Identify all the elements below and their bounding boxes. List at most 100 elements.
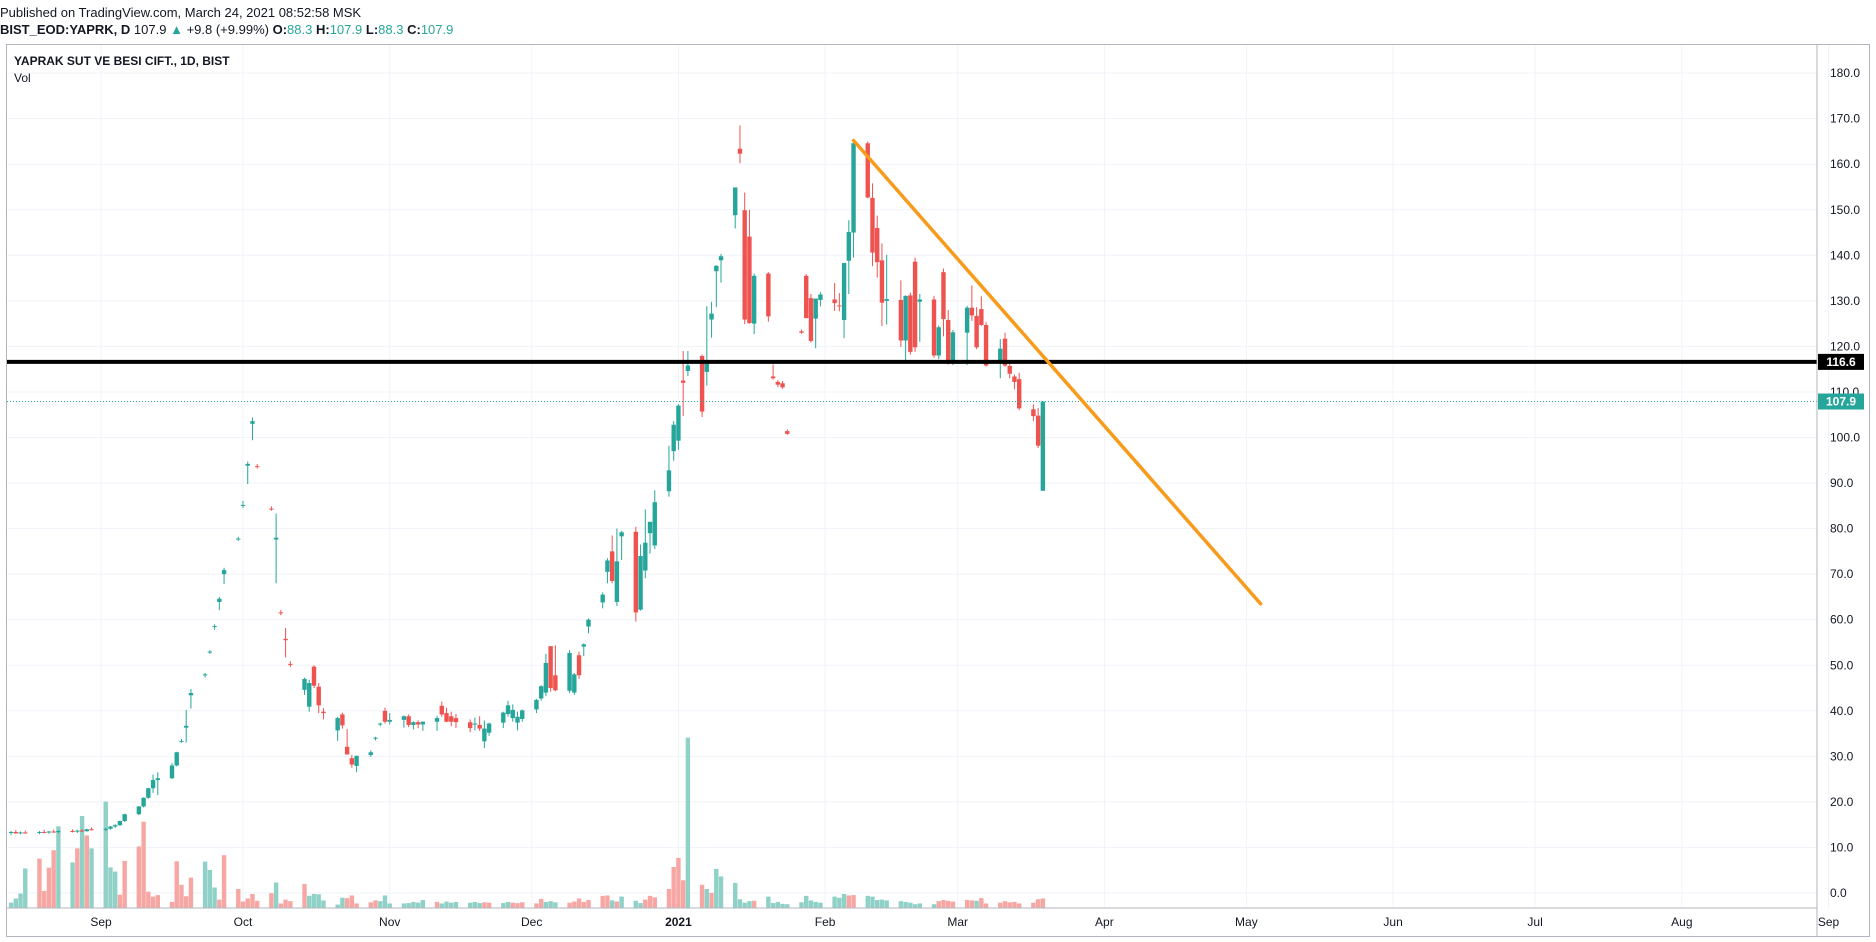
volume-bar [614,901,620,908]
y-tick-label: 40.0 [1830,704,1854,718]
volume-bar [766,896,771,908]
candle-body [1002,338,1008,366]
volume-bar [714,868,719,908]
candle-body [983,324,989,366]
candle-body [586,619,591,627]
volume-bar [141,821,146,908]
volume-bar [122,860,127,908]
volume-bar [912,904,918,908]
candle-body [278,612,284,614]
candle-body [619,532,624,537]
candle-body [183,725,189,728]
volume-bar [56,826,61,908]
candle-body [335,718,340,731]
volume-bar [89,848,94,908]
candle-body [1007,365,1012,374]
volume-bar [964,900,970,908]
ohlc-readout: BIST_EOD:YAPRK, D 107.9 ▲ +9.8 (+9.99%) … [0,22,453,37]
volume-bar [477,903,482,908]
candle-body [581,644,586,647]
grid-lines [7,45,1830,908]
volume-bar [737,899,743,908]
last-price-tag [1818,393,1864,410]
volume-bar [302,884,307,908]
volume-bar [368,902,373,908]
chart-frame[interactable] [6,44,1870,937]
volume-bar [950,901,956,908]
volume-bar [75,848,80,908]
candle-body [18,832,23,834]
candle-body [505,705,511,714]
candle-body [1040,401,1046,491]
candle-body [307,683,312,707]
volume-bar [832,896,837,908]
volume-bar [221,855,227,908]
x-tick-label: Jun [1383,915,1402,929]
x-tick-label: Mar [947,915,968,929]
candle-body [714,265,719,272]
volume-bar [269,893,274,908]
candle-body [449,716,454,722]
volume-bar [183,896,189,908]
candle-body [387,719,392,722]
candle-body [813,298,818,319]
volume-bar [1002,901,1008,908]
volume-bar [581,901,586,908]
axes: 0.0 10.0 20.0 30.0 40.0 50.0 60.0 70.0 80.0 90.0 1… [7,45,1864,936]
candle-body [23,832,28,834]
volume-bar [202,861,208,908]
volume-bar [851,895,856,908]
volume-bar [240,901,246,908]
candle-body [453,718,459,723]
volume-bar [671,866,676,908]
candle-body [245,463,250,466]
candle-body [240,504,246,506]
symbol-code: BIST_EOD:YAPRK, D [0,22,131,37]
volume-bar [169,901,175,908]
candle-body [567,652,572,691]
volume-bar [813,901,818,908]
volume-bar [685,737,691,908]
candle-body [609,551,615,581]
candle-body [553,675,558,691]
candle-body [382,710,388,722]
candle-body [699,355,705,412]
volume-bar [70,862,75,908]
candle-body [415,722,421,725]
candle-body [321,711,326,714]
candle-body [250,421,255,424]
candle-body [534,699,539,710]
x-tick-label: 2021 [665,915,692,929]
volume-bar [1007,902,1012,908]
volume-bar [837,897,842,908]
y-tick-label: 60.0 [1830,613,1854,627]
volume-bar [453,901,459,908]
volume-bar [406,903,411,908]
candle-body [865,143,870,198]
volume-bar [254,900,260,908]
volume-bar [808,900,814,908]
candle-body [221,570,227,575]
volume-bar [188,877,194,908]
volume-bar [150,896,156,908]
candle-body [236,538,241,540]
volume-bar [879,899,885,908]
volume-bar [974,900,979,908]
candle-body [8,831,14,833]
drawings [7,138,1817,606]
candle-body [841,263,847,320]
candle-body [846,232,852,261]
candle-body [174,752,179,766]
candle-body [368,752,373,755]
candle-body [482,728,487,742]
volume-bar [520,902,525,908]
volume-bar [449,902,454,908]
high-value: 107.9 [329,22,363,37]
volume-bar [799,902,804,908]
candle-body [647,521,653,534]
volume-bar [37,858,42,908]
candle-body [903,295,908,341]
volume-bar [18,893,23,908]
volume-bar [638,903,643,908]
